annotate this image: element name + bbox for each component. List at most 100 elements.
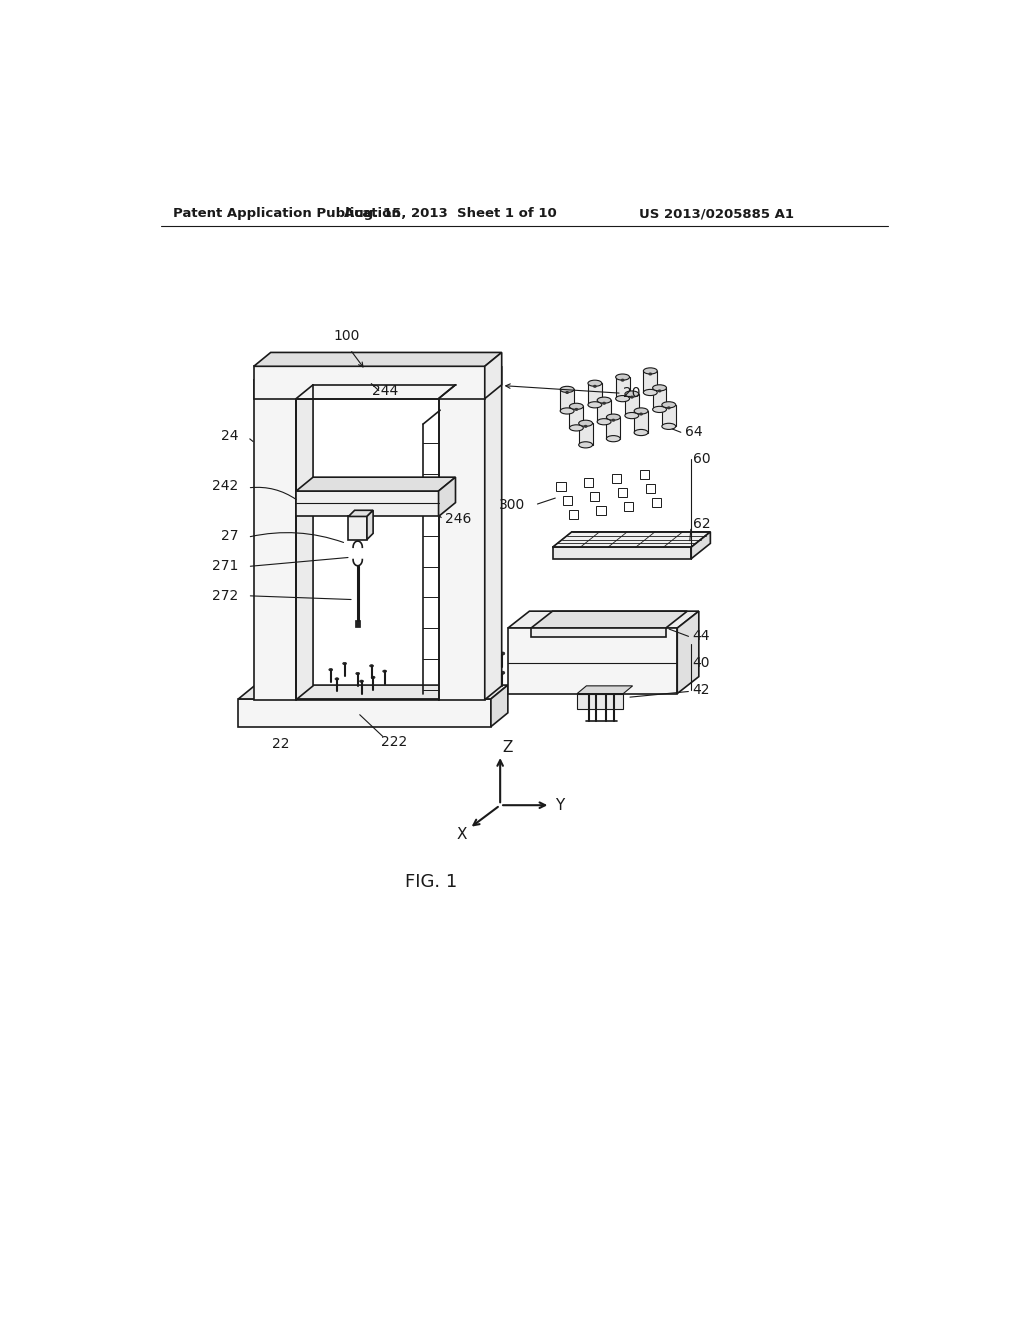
Polygon shape xyxy=(578,693,624,709)
Polygon shape xyxy=(646,484,655,494)
Ellipse shape xyxy=(615,396,630,401)
Ellipse shape xyxy=(565,391,569,393)
Polygon shape xyxy=(531,611,687,628)
Polygon shape xyxy=(677,611,698,693)
Text: Y: Y xyxy=(555,797,564,813)
Polygon shape xyxy=(634,411,648,433)
Polygon shape xyxy=(367,511,373,540)
Text: 246: 246 xyxy=(444,512,471,525)
Polygon shape xyxy=(569,407,584,428)
Polygon shape xyxy=(625,395,639,416)
Text: 244: 244 xyxy=(372,384,397,397)
Polygon shape xyxy=(239,685,508,700)
Text: 42: 42 xyxy=(692,682,711,697)
Ellipse shape xyxy=(602,401,606,405)
Ellipse shape xyxy=(625,391,639,397)
Text: 272: 272 xyxy=(212,589,239,603)
Polygon shape xyxy=(484,367,502,700)
Ellipse shape xyxy=(634,408,648,414)
Polygon shape xyxy=(568,510,578,519)
Circle shape xyxy=(598,649,602,653)
Ellipse shape xyxy=(657,389,662,392)
Ellipse shape xyxy=(569,404,584,409)
Ellipse shape xyxy=(560,408,574,414)
Ellipse shape xyxy=(606,414,621,420)
Text: 242: 242 xyxy=(212,479,239,492)
Ellipse shape xyxy=(634,429,648,436)
Polygon shape xyxy=(588,383,602,405)
Polygon shape xyxy=(239,700,490,726)
Ellipse shape xyxy=(593,385,597,388)
Ellipse shape xyxy=(588,401,602,408)
Polygon shape xyxy=(531,628,666,638)
Ellipse shape xyxy=(574,408,579,411)
Text: 40: 40 xyxy=(692,656,711,669)
Polygon shape xyxy=(562,496,571,506)
Polygon shape xyxy=(652,498,662,507)
Text: Z: Z xyxy=(503,741,513,755)
Polygon shape xyxy=(296,367,313,700)
Polygon shape xyxy=(662,405,676,426)
Ellipse shape xyxy=(560,387,574,392)
Ellipse shape xyxy=(643,368,657,374)
Polygon shape xyxy=(508,628,677,693)
Text: 27: 27 xyxy=(221,529,239,543)
Text: FIG. 1: FIG. 1 xyxy=(404,874,457,891)
Polygon shape xyxy=(490,685,508,726)
Ellipse shape xyxy=(355,672,359,675)
Polygon shape xyxy=(348,511,373,516)
Text: 60: 60 xyxy=(692,451,711,466)
Polygon shape xyxy=(553,532,711,548)
Ellipse shape xyxy=(648,372,652,375)
Polygon shape xyxy=(560,389,574,411)
Ellipse shape xyxy=(343,663,346,665)
Bar xyxy=(337,708,340,710)
Text: 100: 100 xyxy=(333,329,359,342)
Polygon shape xyxy=(606,417,621,438)
Polygon shape xyxy=(643,371,657,392)
Polygon shape xyxy=(640,470,649,479)
Polygon shape xyxy=(438,367,502,380)
Ellipse shape xyxy=(667,407,671,409)
Bar xyxy=(351,711,354,714)
Ellipse shape xyxy=(588,380,602,387)
Ellipse shape xyxy=(597,418,611,425)
Ellipse shape xyxy=(579,420,593,426)
Polygon shape xyxy=(584,478,593,487)
Polygon shape xyxy=(254,352,502,367)
Polygon shape xyxy=(254,380,296,700)
Text: US 2013/0205885 A1: US 2013/0205885 A1 xyxy=(639,207,794,220)
Polygon shape xyxy=(691,532,711,558)
Ellipse shape xyxy=(569,425,584,432)
Polygon shape xyxy=(348,516,367,540)
Polygon shape xyxy=(254,367,313,380)
Polygon shape xyxy=(296,478,456,491)
Polygon shape xyxy=(590,492,599,502)
Polygon shape xyxy=(438,380,484,700)
Ellipse shape xyxy=(383,671,387,672)
Text: 271: 271 xyxy=(212,560,239,573)
Polygon shape xyxy=(625,502,634,511)
Ellipse shape xyxy=(625,412,639,418)
Text: 300: 300 xyxy=(500,498,525,512)
Text: 22: 22 xyxy=(272,737,290,751)
Text: 64: 64 xyxy=(685,425,702,438)
Ellipse shape xyxy=(329,668,333,671)
Text: Aug. 15, 2013  Sheet 1 of 10: Aug. 15, 2013 Sheet 1 of 10 xyxy=(344,207,556,220)
Polygon shape xyxy=(553,548,691,558)
Text: Patent Application Publication: Patent Application Publication xyxy=(173,207,400,220)
Text: 20: 20 xyxy=(624,387,641,400)
Ellipse shape xyxy=(371,676,375,678)
Polygon shape xyxy=(579,424,593,445)
Ellipse shape xyxy=(643,389,657,396)
Ellipse shape xyxy=(579,442,593,447)
Polygon shape xyxy=(296,491,438,516)
Ellipse shape xyxy=(500,671,505,675)
Ellipse shape xyxy=(500,652,505,655)
Polygon shape xyxy=(611,474,621,483)
Bar xyxy=(355,620,360,627)
Polygon shape xyxy=(508,611,698,628)
Polygon shape xyxy=(254,367,484,399)
Text: 24: 24 xyxy=(221,429,239,442)
Polygon shape xyxy=(578,686,633,693)
